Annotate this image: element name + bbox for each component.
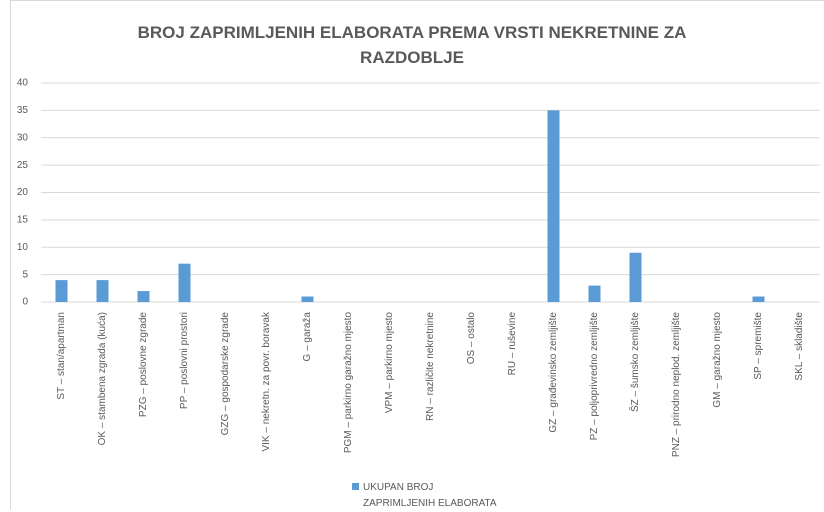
bar [630,253,642,302]
x-tick-label: RU – ruševine [507,312,518,376]
y-tick-label: 0 [22,297,28,308]
x-tick-label: ST – stan/apartman [56,312,67,400]
x-tick-label: PGM – parkirno garažno mjesto [343,312,354,454]
x-tick-label: G – garaža [302,312,313,362]
y-tick-label: 15 [17,215,29,226]
y-tick-label: 40 [17,78,29,89]
x-tick-label: GM – garažno mjesto [712,312,723,408]
legend-swatch [352,483,359,490]
x-tick-label: VPM – parkirno mjesto [384,312,395,414]
y-tick-label: 35 [17,105,29,116]
bar [179,264,191,302]
x-tick-label: SP – spremište [753,312,764,380]
y-tick-label: 25 [17,160,29,171]
chart-border [11,1,824,511]
y-tick-label: 30 [17,132,29,143]
chart-title: BROJ ZAPRIMLJENIH ELABORATA PREMA VRSTI … [112,20,712,70]
x-tick-label: OK – stambena zgrada (kuća) [97,312,108,445]
bar [138,291,150,302]
x-tick-label: VIK – nekretn. za povr. boravak [261,311,272,452]
y-tick-label: 20 [17,187,29,198]
bar [548,110,560,302]
bar [56,280,68,302]
x-tick-label: RN – različite nekretnine [425,312,436,421]
x-tick-label: GZG – gospodarske zgrade [220,312,231,436]
x-tick-label: PZG – poslovne zgrade [138,312,149,417]
x-tick-label: PNZ – prirodno neplod. zemljište [671,312,682,458]
bar [302,297,314,302]
x-tick-label: ŠZ – šumsko zemljište [628,312,641,412]
x-tick-label: OS – ostalo [466,312,477,365]
bar [97,280,109,302]
x-tick-label: PZ – poljoprivredno zemljište [589,312,600,441]
bar [753,297,765,302]
y-tick-label: 10 [17,242,29,253]
legend-label: UKUPAN BROJ ZAPRIMLJENIH ELABORATA [363,480,503,512]
bar [589,286,601,302]
x-tick-label: SKL – skladište [794,312,805,381]
legend: UKUPAN BROJ ZAPRIMLJENIH ELABORATA [352,480,503,512]
x-tick-label: PP – poslovni prostori [179,312,190,409]
y-tick-label: 5 [22,269,28,280]
x-tick-label: GZ – građevinsko zemljište [548,312,559,433]
